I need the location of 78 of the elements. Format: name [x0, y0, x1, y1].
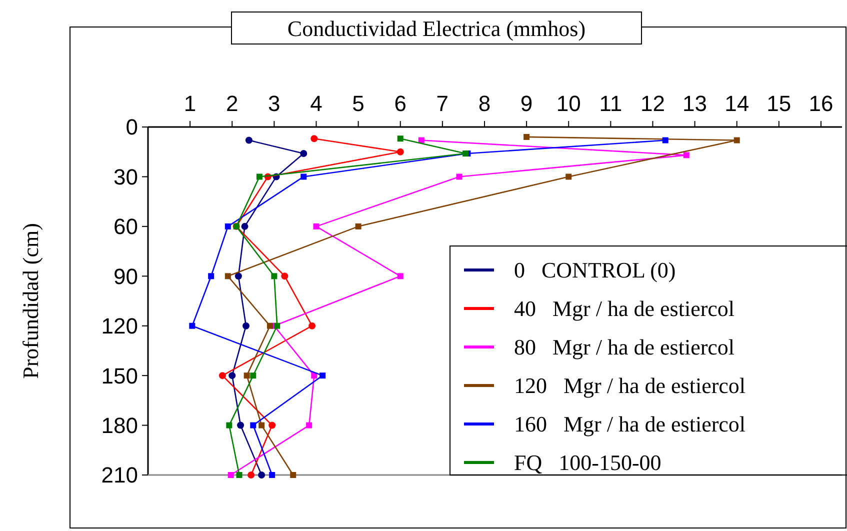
- x-tick-label: 16: [808, 91, 834, 116]
- chart-title: Conductividad Electrica (mmhos): [287, 16, 586, 41]
- point: [662, 137, 668, 144]
- point: [311, 372, 318, 379]
- point: [300, 174, 307, 180]
- y-tick-label: 120: [101, 314, 138, 339]
- legend-label: FQ 100-150-00: [514, 450, 662, 476]
- legend-label: 0 CONTROL (0): [514, 258, 676, 283]
- y-tick-label: 60: [114, 214, 138, 240]
- point: [224, 223, 231, 230]
- point: [266, 322, 273, 329]
- y-tick-label: 30: [114, 164, 138, 190]
- point: [228, 472, 234, 478]
- x-tick-label: 8: [478, 91, 491, 116]
- x-tick-label: 3: [268, 91, 280, 116]
- point: [244, 372, 250, 379]
- point: [256, 174, 262, 180]
- point: [281, 272, 288, 280]
- point: [268, 422, 276, 429]
- point: [241, 222, 248, 230]
- point: [566, 174, 572, 180]
- point: [308, 322, 316, 330]
- point: [258, 422, 265, 428]
- x-tick-label: 4: [310, 91, 322, 116]
- point: [274, 322, 280, 329]
- point: [300, 150, 308, 158]
- point: [242, 322, 250, 330]
- point: [290, 472, 296, 478]
- y-tick-label: 180: [101, 412, 138, 438]
- y-axis-title: Profundidad (cm): [18, 223, 43, 379]
- point: [250, 422, 256, 428]
- legend-label: 120 Mgr / ha de estiercol: [514, 373, 746, 398]
- point: [524, 134, 530, 140]
- x-tick-label: 9: [520, 91, 533, 116]
- point: [269, 472, 276, 478]
- point: [248, 472, 255, 478]
- point: [245, 136, 252, 144]
- x-tick-label: 1: [184, 91, 196, 116]
- point: [306, 422, 312, 428]
- point: [224, 273, 231, 280]
- point: [313, 223, 320, 230]
- point: [734, 137, 740, 144]
- legend-label: 40 Mgr / ha de estiercol: [514, 296, 735, 322]
- point: [396, 148, 404, 156]
- x-tick-label: 15: [766, 91, 792, 116]
- point: [397, 136, 404, 142]
- point: [218, 372, 226, 380]
- x-tick-label: 14: [724, 91, 750, 116]
- x-tick-label: 10: [556, 91, 581, 116]
- x-tick-label: 5: [352, 91, 364, 116]
- point: [237, 422, 244, 429]
- point: [226, 422, 232, 428]
- y-tick-label: 0: [126, 114, 138, 140]
- point: [355, 223, 362, 230]
- point: [456, 174, 462, 180]
- legend-label: 80 Mgr / ha de estiercol: [514, 334, 735, 360]
- point: [189, 322, 196, 329]
- legend-label: 160 Mgr / ha de estiercol: [514, 412, 746, 437]
- point: [271, 273, 278, 280]
- point: [236, 472, 242, 478]
- x-tick-label: 13: [682, 91, 708, 116]
- y-tick-label: 90: [114, 264, 138, 289]
- y-tick-label: 150: [101, 363, 138, 388]
- point: [320, 372, 326, 379]
- x-tick-label: 11: [599, 91, 622, 116]
- point: [397, 273, 404, 280]
- point: [234, 272, 242, 280]
- point: [683, 152, 690, 158]
- x-tick-label: 2: [226, 91, 238, 116]
- point: [310, 135, 318, 142]
- x-tick-label: 7: [436, 91, 449, 116]
- x-tick-label: 12: [640, 91, 665, 116]
- point: [208, 273, 214, 280]
- x-tick-label: 6: [394, 91, 406, 116]
- point: [250, 372, 256, 379]
- point: [228, 372, 236, 380]
- y-tick-label: 210: [101, 462, 138, 488]
- point: [258, 472, 266, 478]
